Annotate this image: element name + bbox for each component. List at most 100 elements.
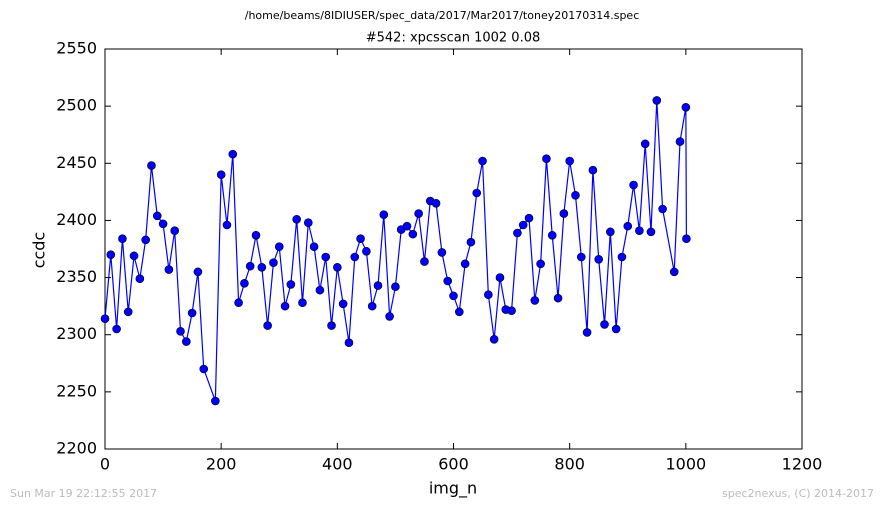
x-tick-label: 0 <box>100 455 110 474</box>
data-point <box>420 257 429 266</box>
data-point <box>222 220 232 230</box>
data-point <box>472 188 482 198</box>
data-point <box>414 209 423 218</box>
data-point <box>269 258 278 268</box>
data-point <box>245 261 255 271</box>
data-point <box>600 320 609 329</box>
data-point <box>106 250 116 260</box>
data-point <box>571 190 580 200</box>
data-point <box>327 321 336 330</box>
y-tick-label: 2450 <box>56 153 97 172</box>
data-point <box>402 221 412 231</box>
data-point <box>437 248 447 257</box>
data-point <box>379 210 389 220</box>
data-point <box>513 228 522 238</box>
data-point <box>350 252 360 262</box>
data-point <box>478 156 487 166</box>
data-point <box>164 265 174 274</box>
data-point <box>112 324 121 334</box>
data-point <box>449 291 458 301</box>
data-point <box>158 219 168 229</box>
data-point <box>123 307 133 317</box>
plot-frame <box>104 48 803 450</box>
data-point <box>141 235 150 245</box>
x-tick-label: 600 <box>438 455 469 474</box>
data-point <box>536 259 545 269</box>
data-point <box>629 180 638 190</box>
data-point <box>681 102 691 112</box>
data-point <box>338 299 348 309</box>
data-point <box>152 211 162 221</box>
data-point <box>611 324 621 334</box>
data-point <box>170 226 179 236</box>
x-axis-label: img_n <box>429 479 477 499</box>
data-point <box>553 293 563 303</box>
data-point <box>559 209 569 218</box>
data-point <box>303 218 313 228</box>
data-point <box>240 278 249 288</box>
data-point <box>216 170 226 180</box>
data-point <box>187 308 197 318</box>
data-point <box>367 301 377 311</box>
data-point <box>582 328 592 337</box>
data-point <box>292 214 301 224</box>
data-point <box>280 301 290 311</box>
data-point <box>646 227 656 237</box>
y-tick-label: 2300 <box>56 324 97 343</box>
chart-title: /home/beams/8IDIUSER/spec_data/2017/Mar2… <box>245 9 640 22</box>
data-point <box>344 338 354 348</box>
data-point <box>408 229 418 239</box>
data-point <box>228 149 238 159</box>
data-point <box>455 307 464 317</box>
data-point <box>547 230 557 240</box>
data-point <box>298 298 307 308</box>
data-point <box>669 267 679 277</box>
data-point <box>635 226 644 236</box>
data-point <box>542 154 551 164</box>
data-point <box>135 274 145 284</box>
data-point <box>333 262 342 272</box>
data-point <box>652 96 662 105</box>
data-point <box>234 298 243 308</box>
data-point <box>431 198 441 208</box>
x-tick-label: 800 <box>554 455 585 474</box>
y-tick-label: 2500 <box>56 96 97 115</box>
data-point <box>251 230 261 240</box>
x-tick-label: 1000 <box>665 455 706 474</box>
data-point <box>489 334 499 344</box>
data-point <box>640 139 650 149</box>
data-point <box>274 242 284 252</box>
data-point <box>524 213 534 223</box>
data-point <box>594 254 604 264</box>
data-point <box>675 137 685 146</box>
x-tick-label: 1200 <box>782 455 823 474</box>
data-point <box>385 312 394 321</box>
data-point <box>495 273 505 282</box>
y-tick-label: 2400 <box>56 210 97 229</box>
data-point <box>309 242 319 252</box>
data-point <box>118 234 127 244</box>
data-point <box>362 246 371 256</box>
data-point <box>321 252 331 262</box>
data-point <box>565 156 574 166</box>
data-point <box>129 251 139 261</box>
data-point <box>193 267 203 277</box>
data-point <box>100 314 110 324</box>
y-tick-label: 2200 <box>56 439 97 458</box>
data-line <box>104 100 688 402</box>
data-point <box>356 234 365 244</box>
data-point <box>147 161 156 170</box>
data-point <box>257 262 267 272</box>
chart-subtitle: #542: xpcsscan 1002 0.08 <box>366 31 541 46</box>
data-point <box>373 281 383 290</box>
data-point <box>518 220 528 230</box>
x-tick-label: 200 <box>206 455 237 474</box>
footer-right: spec2nexus, (C) 2014-2017 <box>722 487 874 500</box>
y-tick-label: 2550 <box>56 39 97 58</box>
data-point <box>460 259 470 269</box>
data-point <box>617 252 627 262</box>
data-point <box>682 234 691 244</box>
y-tick-label: 2250 <box>56 381 97 400</box>
data-point <box>466 237 476 247</box>
data-point <box>606 227 615 237</box>
